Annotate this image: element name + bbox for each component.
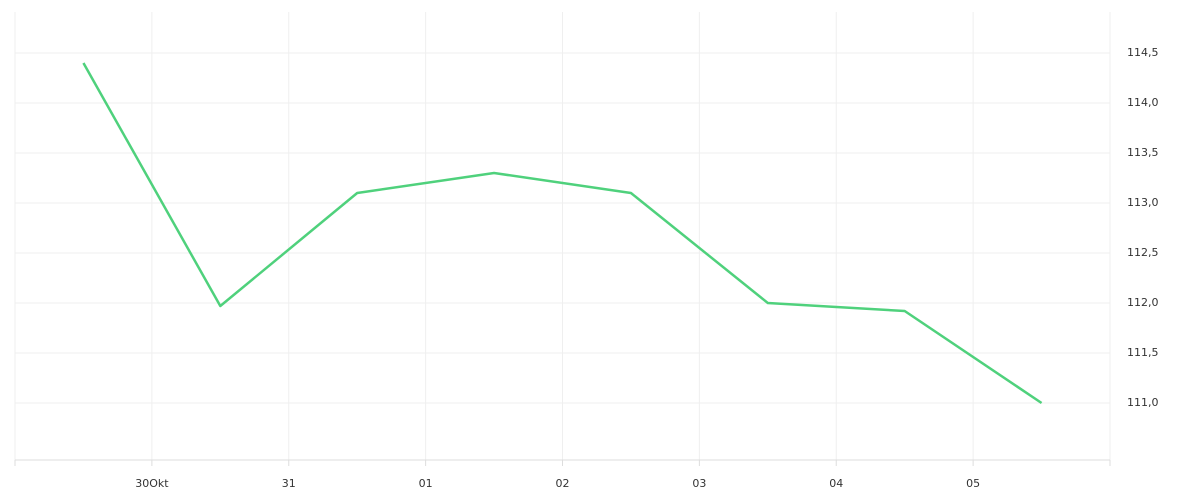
x-tick-label: 02 [556, 477, 570, 490]
y-tick-label: 114,0 [1127, 96, 1159, 109]
y-tick-label: 111,5 [1127, 346, 1159, 359]
x-tick-label: 30Okt [135, 477, 169, 490]
y-tick-label: 114,5 [1127, 46, 1159, 59]
y-tick-label: 113,5 [1127, 146, 1159, 159]
x-tick-label: 03 [692, 477, 706, 490]
x-tick-label: 01 [419, 477, 433, 490]
y-tick-label: 113,0 [1127, 196, 1159, 209]
y-tick-label: 112,0 [1127, 296, 1159, 309]
line-series [82, 62, 1043, 405]
x-tick-label: 05 [966, 477, 980, 490]
x-tick-label: 31 [282, 477, 296, 490]
x-tick-label: 04 [829, 477, 843, 490]
y-tick-label: 112,5 [1127, 246, 1159, 259]
y-tick-label: 111,0 [1127, 396, 1159, 409]
